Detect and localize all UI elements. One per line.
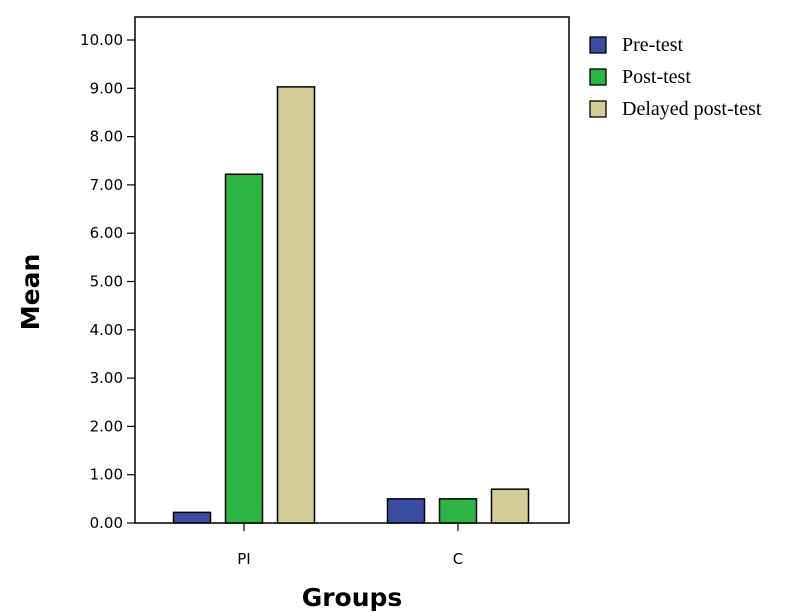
bar-post-test-pi — [224, 173, 264, 524]
y-tick-label: 6.00 — [90, 224, 123, 242]
y-tick-label: 8.00 — [90, 128, 123, 146]
y-axis: 0.00 1.00 2.00 3.00 4.00 5.00 6.00 7.00 8.00 9.00… — [80, 31, 135, 532]
bar-delayed-post-test-pi — [276, 86, 316, 524]
x-tick-label: C — [453, 550, 463, 568]
bar-pre-test-pi — [172, 511, 212, 524]
legend-swatch — [589, 36, 607, 54]
y-tick-label: 0.00 — [90, 514, 123, 532]
bar-delayed-post-test-c — [490, 488, 530, 524]
y-tick-label: 3.00 — [90, 369, 123, 387]
legend-swatch — [589, 100, 607, 118]
y-tick-label: 10.00 — [80, 31, 123, 49]
bars-group — [172, 86, 530, 524]
x-axis: PI C — [237, 523, 463, 568]
y-tick-label: 2.00 — [90, 417, 123, 435]
legend: Pre-test Post-test Delayed post-test — [589, 34, 762, 120]
bar-post-test-c — [438, 498, 478, 524]
plot-frame — [134, 16, 570, 524]
legend-label: Delayed post-test — [622, 98, 762, 120]
y-axis-title: Mean — [16, 254, 45, 331]
x-tick-label: PI — [237, 550, 250, 568]
legend-label: Pre-test — [622, 34, 684, 56]
bar-pre-test-c — [386, 498, 426, 524]
legend-swatch — [589, 68, 607, 86]
legend-label: Post-test — [622, 66, 691, 88]
y-tick-label: 9.00 — [90, 79, 123, 97]
x-axis-title: Groups — [302, 583, 403, 612]
y-tick-label: 7.00 — [90, 176, 123, 194]
y-tick-label: 5.00 — [90, 273, 123, 291]
y-tick-label: 4.00 — [90, 321, 123, 339]
y-tick-label: 1.00 — [90, 466, 123, 484]
